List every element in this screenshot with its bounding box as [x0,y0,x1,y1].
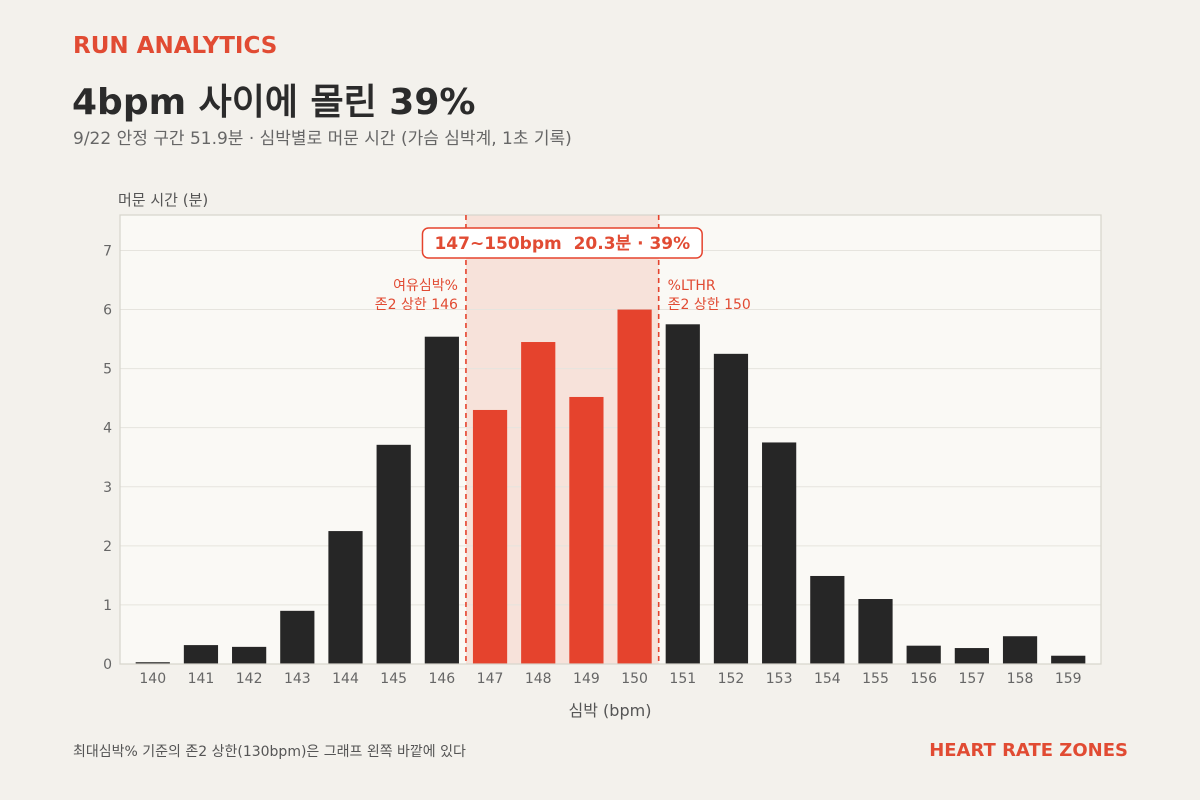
x-tick-label-142: 142 [236,671,263,687]
bar-153 [762,442,797,664]
kicker-label: RUN ANALYTICS [73,33,278,59]
bar-151 [665,324,700,664]
x-tick-label-153: 153 [766,671,793,687]
x-tick-label-151: 151 [669,671,696,687]
bar-148 [521,342,556,664]
brand-label: HEART RATE ZONES [929,740,1128,761]
bar-158 [1002,636,1038,664]
bar-150 [617,309,652,664]
bars [135,309,1086,664]
y-tick-label-5: 5 [103,362,112,378]
x-tick-label-140: 140 [139,671,166,687]
callout-box [421,227,703,259]
x-tick-label-143: 143 [284,671,311,687]
x-tick-label-156: 156 [910,671,937,687]
reference-line-1-label: 존2 상한 146 [375,297,458,313]
bar-157 [954,648,989,664]
x-tick-label-157: 157 [959,671,986,687]
x-tick-label-155: 155 [862,671,889,687]
bar-154 [810,575,845,664]
bar-156 [906,645,941,664]
footnote: 최대심박% 기준의 존2 상한(130bpm)은 그래프 왼쪽 바깥에 있다 [73,744,466,760]
x-tick-label-145: 145 [380,671,407,687]
y-tick-label-4: 4 [103,421,112,437]
y-tick-label-2: 2 [103,539,112,555]
bar-142 [232,646,267,664]
y-tick-label-6: 6 [103,303,112,319]
x-tick-label-149: 149 [573,671,600,687]
bar-149 [569,396,604,664]
y-tick-label-7: 7 [103,243,112,259]
x-tick-label-158: 158 [1007,671,1034,687]
x-axis-label: 심박 (bpm) [569,701,652,720]
x-tick-label-148: 148 [525,671,552,687]
y-tick-label-0: 0 [103,657,112,673]
page-subtitle: 9/22 안정 구간 51.9분 · 심박별로 머문 시간 (가슴 심박계, 1… [73,129,572,149]
y-axis-ticks: 0 1 2 3 4 5 6 7 [103,243,112,673]
x-tick-label-154: 154 [814,671,841,687]
x-tick-label-144: 144 [332,671,359,687]
bar-145 [376,444,411,664]
y-tick-label-3: 3 [103,480,112,496]
x-axis-ticks: 140 141 142 143 144 145 146 147 148 149 150 151 152 1… [139,671,1081,687]
bar-141 [183,645,219,664]
page-title: 4bpm 사이에 몰린 39% [72,82,476,123]
plot-border [119,214,1102,665]
bar-152 [713,353,749,664]
x-tick-label-152: 152 [718,671,745,687]
callout-label: 147~150bpm 20.3분 · 39% [434,234,690,254]
reference-line-2-label: 존2 상한 150 [668,297,751,313]
bar-159 [1051,655,1086,664]
y-axis-label: 머문 시간 (분) [118,191,208,209]
bar-147 [472,409,508,664]
y-tick-label-1: 1 [103,598,112,614]
reference-line-1-label: 여유심박% [393,278,458,294]
bar-140 [135,662,170,664]
callout: 147~150bpm 20.3분 · 39% [421,227,703,259]
bar-146 [424,336,459,664]
x-tick-label-147: 147 [477,671,504,687]
x-tick-label-146: 146 [428,671,455,687]
reference-line-2-label: %LTHR [668,278,716,294]
bar-144 [328,531,363,664]
x-tick-label-150: 150 [621,671,648,687]
bar-143 [280,610,315,664]
reference-lines: 여유심박% 존2 상한 146 %LTHR 존2 상한 150 [375,215,751,664]
x-tick-label-159: 159 [1055,671,1082,687]
bar-155 [858,599,893,664]
x-tick-label-141: 141 [188,671,215,687]
